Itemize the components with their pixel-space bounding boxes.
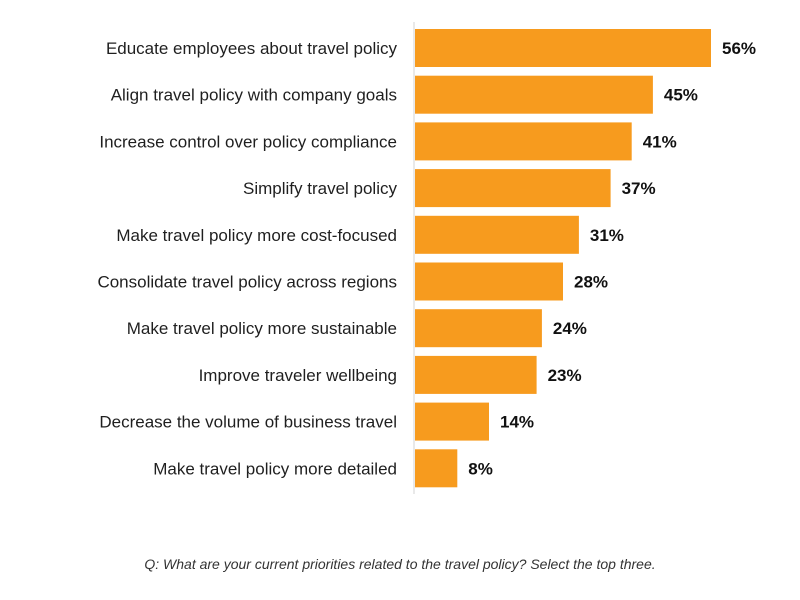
value-label: 24%	[553, 319, 587, 338]
category-label: Simplify travel policy	[243, 179, 397, 198]
bar	[415, 29, 711, 67]
value-label: 31%	[590, 226, 624, 245]
value-label: 37%	[622, 179, 656, 198]
bar	[415, 309, 542, 348]
bar	[415, 402, 489, 441]
value-label: 45%	[664, 86, 698, 105]
category-label: Decrease the volume of business travel	[99, 413, 397, 432]
category-label: Consolidate travel policy across regions	[97, 273, 397, 292]
category-label: Educate employees about travel policy	[106, 39, 398, 58]
value-label: 8%	[468, 459, 493, 478]
category-label: Make travel policy more cost-focused	[116, 226, 397, 245]
value-label: 14%	[500, 413, 534, 432]
bars-group	[415, 29, 711, 488]
survey-question-footnote: Q: What are your current priorities rela…	[144, 556, 656, 572]
value-label: 41%	[643, 132, 677, 151]
bar	[415, 75, 653, 114]
category-label: Increase control over policy compliance	[99, 132, 397, 151]
bar	[415, 169, 611, 208]
bar	[415, 449, 458, 488]
value-labels-group: 56% 45% 41% 37% 31% 28% 24% 23% 14% 8%	[468, 39, 756, 478]
category-label: Align travel policy with company goals	[111, 86, 397, 105]
category-label: Make travel policy more detailed	[153, 459, 397, 478]
category-label: Make travel policy more sustainable	[127, 319, 397, 338]
bar	[415, 355, 537, 394]
category-labels-group: Educate employees about travel policy Ali…	[97, 39, 397, 478]
category-label: Improve traveler wellbeing	[199, 366, 397, 385]
value-label: 56%	[722, 39, 756, 58]
bar	[415, 262, 563, 301]
bar	[415, 122, 632, 161]
value-label: 23%	[548, 366, 582, 385]
value-label: 28%	[574, 273, 608, 292]
bar	[415, 215, 579, 254]
